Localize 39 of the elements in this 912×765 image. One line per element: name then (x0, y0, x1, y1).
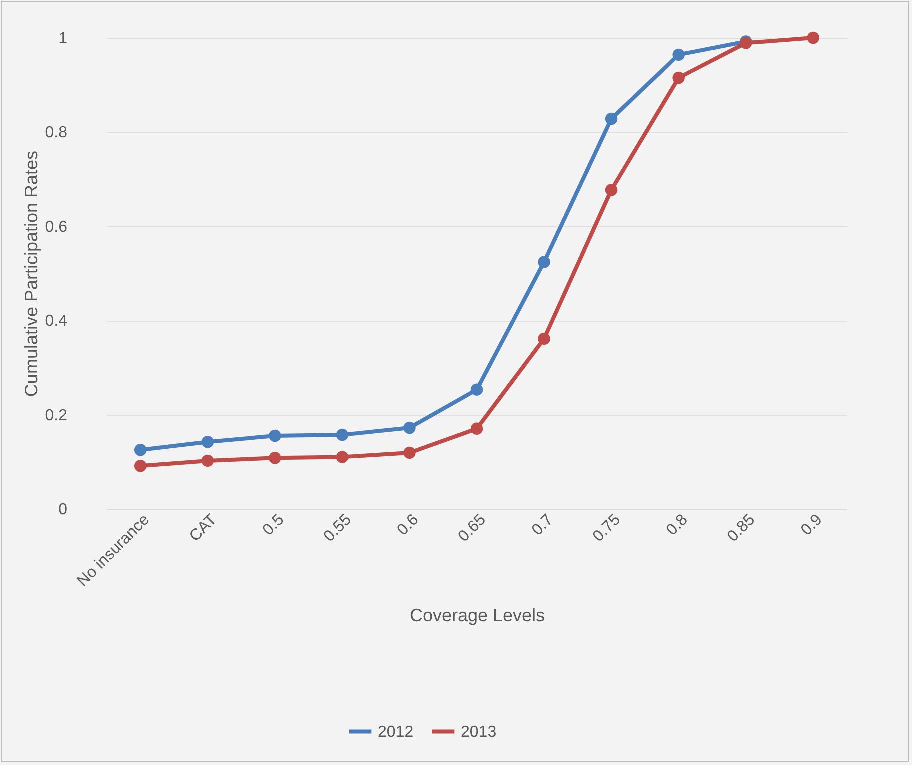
legend-label: 2012 (378, 724, 414, 741)
x-tick-label: 0.55 (320, 511, 356, 546)
point (470, 422, 484, 436)
point (404, 422, 416, 434)
x-tick-label: 0.6 (394, 511, 422, 540)
point (269, 452, 282, 464)
x-tick-label: 0.9 (798, 511, 826, 540)
point (470, 384, 484, 396)
point (336, 428, 349, 442)
x-tick-label: 0.5 (260, 511, 288, 540)
point (404, 446, 416, 460)
y-tick-label: 1 (58, 30, 68, 48)
y-tick-label: 0.2 (45, 407, 68, 424)
x-axis-title: Coverage Levels (410, 605, 546, 626)
y-tick-label: 0 (58, 502, 68, 518)
y-tick-label: 0.4 (45, 313, 68, 330)
x-tick-label: 0.85 (724, 511, 759, 546)
point (134, 460, 147, 472)
point (202, 454, 214, 468)
legend-label: 2013 (461, 724, 497, 741)
point (672, 72, 685, 84)
point (807, 32, 820, 44)
x-tick-label: 0.75 (590, 511, 624, 546)
point (336, 451, 349, 464)
point (134, 444, 147, 456)
point (202, 436, 214, 448)
y-axis-title: Cumulative Participation Rates (21, 150, 42, 398)
x-tick-label: 0.7 (529, 511, 557, 540)
point (538, 256, 550, 268)
x-tick-label: 0.8 (664, 511, 692, 540)
x-tick-label: CAT (186, 511, 221, 546)
point (672, 48, 685, 62)
point (605, 112, 618, 126)
point (538, 332, 550, 346)
point (605, 184, 618, 196)
y-tick-label: 0.8 (45, 124, 68, 142)
x-tick-label: 0.65 (455, 511, 490, 546)
y-tick-label: 0.6 (45, 218, 68, 236)
point (269, 430, 282, 442)
